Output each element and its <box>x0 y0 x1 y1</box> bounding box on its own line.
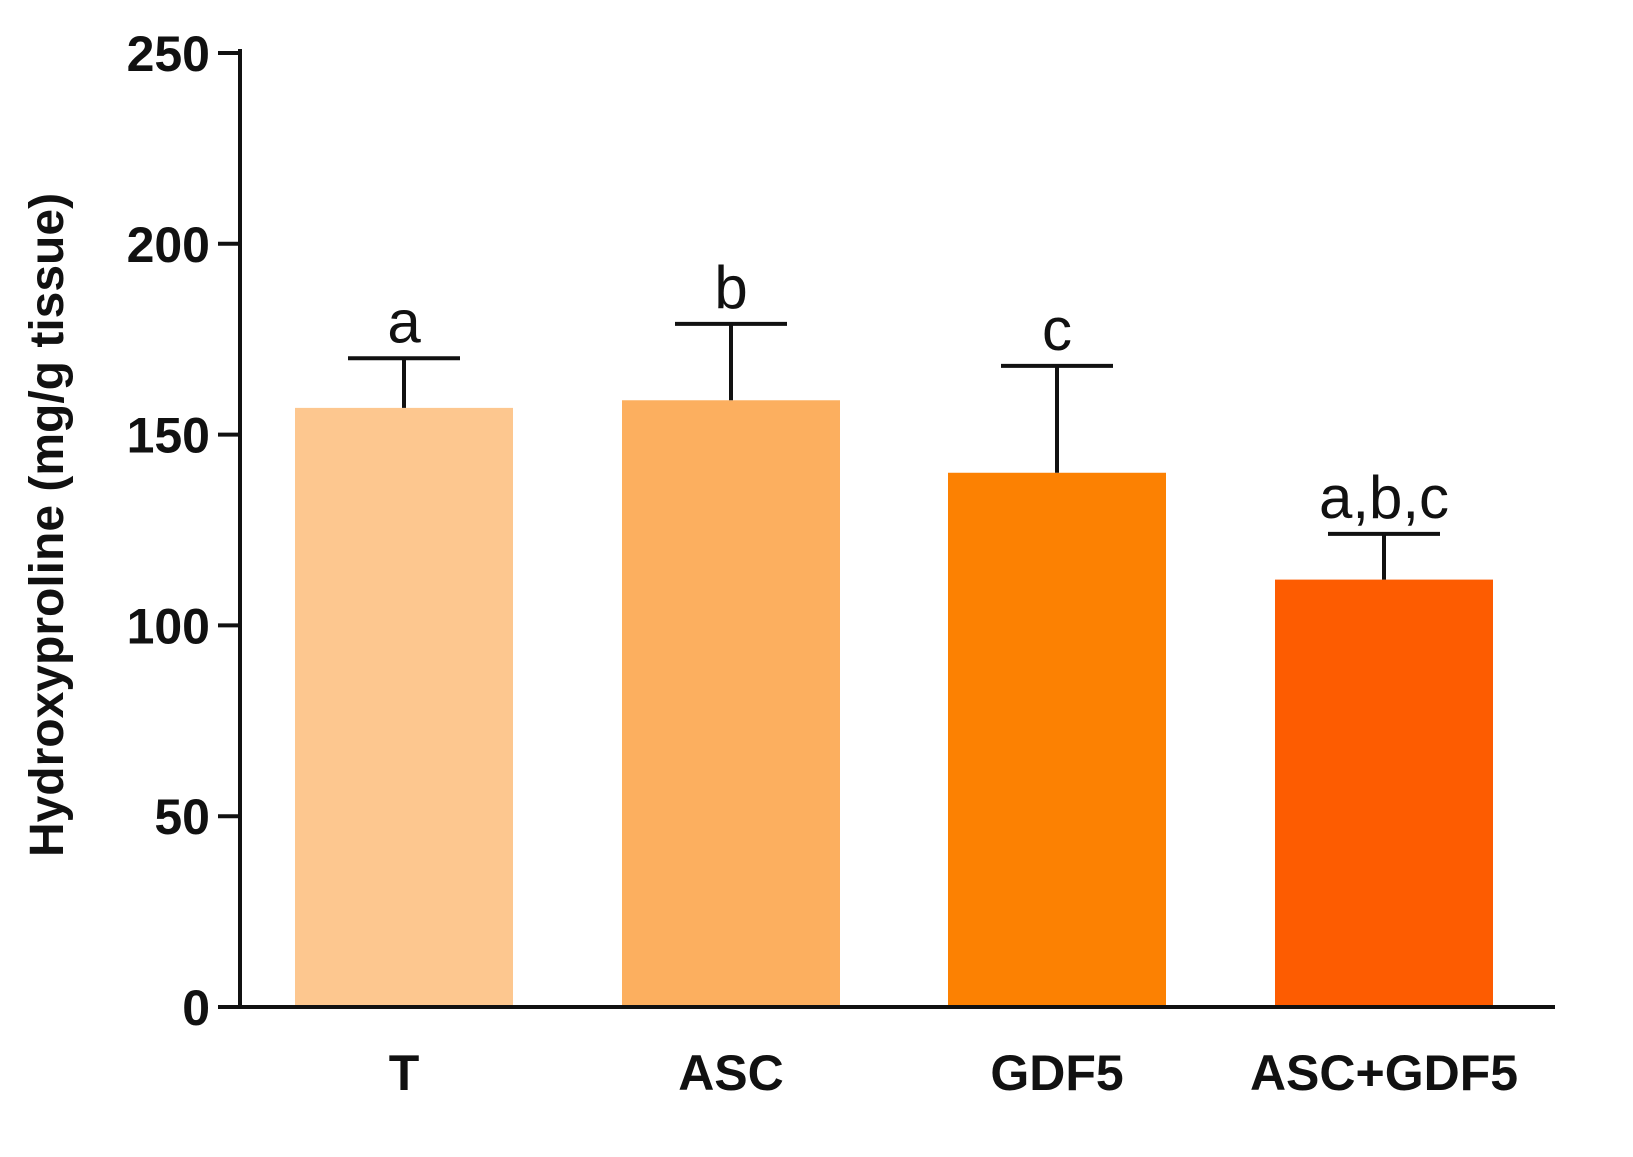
bar-gdf5 <box>948 472 1166 1007</box>
error-bars <box>348 321 1440 580</box>
x-tick-label: GDF5 <box>990 1045 1123 1101</box>
x-axis: T ASC GDF5 ASC+GDF5 <box>238 1005 1555 1101</box>
bar-asc-gdf5 <box>1275 579 1493 1007</box>
x-tick-label: ASC <box>678 1045 784 1101</box>
x-tick-label: T <box>389 1045 420 1101</box>
y-tick-label: 50 <box>154 789 210 845</box>
y-tick-label: 200 <box>127 217 210 273</box>
y-tick-label: 0 <box>182 980 210 1036</box>
bar-t <box>295 407 513 1007</box>
significance-label: a <box>387 288 421 355</box>
significance-label: a,b,c <box>1319 464 1449 531</box>
y-tick-label: 150 <box>127 408 210 464</box>
error-bar <box>1001 363 1113 473</box>
y-axis: 0 50 100 150 200 250 <box>127 26 242 1036</box>
y-tick-label: 250 <box>127 26 210 82</box>
error-bar <box>675 321 787 401</box>
y-axis-label: Hydroxyproline (mg/g tissue) <box>21 193 74 857</box>
bar-asc <box>622 400 840 1008</box>
y-tick-label: 100 <box>127 598 210 654</box>
bars <box>295 400 1493 1008</box>
error-bar <box>1328 531 1440 580</box>
x-tick-label: ASC+GDF5 <box>1250 1045 1518 1101</box>
significance-label: c <box>1042 296 1072 363</box>
error-bar <box>348 356 460 408</box>
significance-label: b <box>714 254 747 321</box>
significance-labels: a b c a,b,c <box>387 254 1449 531</box>
